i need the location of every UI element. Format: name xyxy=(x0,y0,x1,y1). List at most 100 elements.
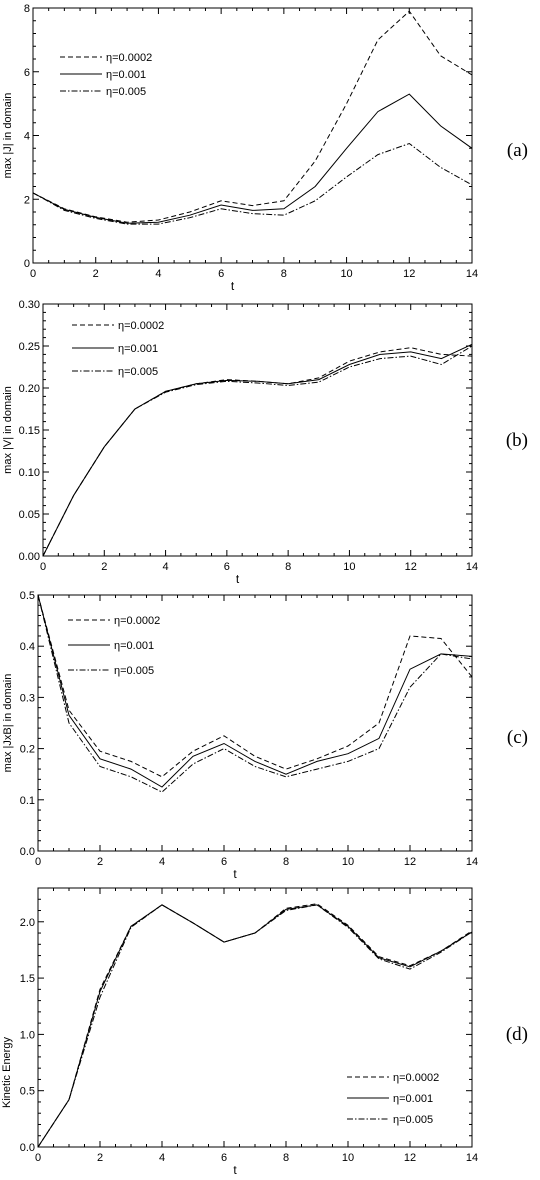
x-tick-label: 12 xyxy=(404,1152,416,1164)
x-tick-label: 12 xyxy=(405,561,417,573)
y-axis-title: Kinetic Energy xyxy=(1,1037,13,1108)
series-line-solid xyxy=(38,595,472,788)
x-axis-title: t xyxy=(231,279,235,293)
plot-frame xyxy=(37,887,473,1148)
chart-panel-3: 0 2 4 6 8 10 12 14 0.0 0.1 0.2 0.3 0.4 0.5 t max |JxB| … xyxy=(2,590,528,881)
y-tick-label: 0.20 xyxy=(19,383,40,395)
x-tick-label: 10 xyxy=(342,1152,354,1164)
x-tick-label: 6 xyxy=(221,1152,227,1164)
y-tick-label: 8 xyxy=(24,3,30,15)
x-tick-label: 6 xyxy=(224,561,230,573)
legend-label: η=0.0002 xyxy=(393,1072,439,1084)
series-line-dashed xyxy=(43,347,472,556)
x-tick-label: 2 xyxy=(97,856,103,868)
y-tick-label: 0.10 xyxy=(19,467,40,479)
x-tick-label: 0 xyxy=(30,268,36,280)
panel-label: (b) xyxy=(506,430,528,451)
legend-label: η=0.005 xyxy=(114,665,154,677)
chart-panel-1: 0 2 4 6 8 10 12 14 0 2 4 6 8 t max |J| in domain η=0.00… xyxy=(2,3,528,293)
x-tick-label: 0 xyxy=(35,856,41,868)
x-tick-label: 4 xyxy=(159,856,165,868)
x-tick-label: 12 xyxy=(403,268,415,280)
x-tick-label: 8 xyxy=(281,268,287,280)
x-axis-title: t xyxy=(233,1163,237,1177)
series-line-dashdot xyxy=(38,904,472,1147)
y-tick-label: 0.4 xyxy=(20,641,35,653)
chart-panel-2: 0 2 4 6 8 10 12 14 0.00 0.05 0.10 0.15 0.20 0.25 0.30 t… xyxy=(2,299,528,586)
x-tick-label: 4 xyxy=(159,1152,165,1164)
y-tick-label: 0.05 xyxy=(19,509,40,521)
legend-label: η=0.005 xyxy=(393,1114,433,1126)
series-line-dashdot xyxy=(33,142,472,225)
y-tick-label: 1.0 xyxy=(20,1029,35,1041)
plot-frame xyxy=(32,7,473,264)
series-line-solid xyxy=(38,904,472,1147)
y-tick-label: 0.5 xyxy=(20,590,35,602)
series-line-dashdot xyxy=(43,345,472,556)
x-tick-label: 10 xyxy=(340,268,352,280)
legend-label: η=0.0002 xyxy=(114,615,160,627)
y-tick-label: 0.30 xyxy=(19,299,40,311)
y-tick-label: 0.1 xyxy=(20,795,35,807)
x-tick-label: 10 xyxy=(343,561,355,573)
y-tick-label: 0.15 xyxy=(19,425,40,437)
x-tick-label: 4 xyxy=(163,561,169,573)
x-tick-label: 8 xyxy=(285,561,291,573)
x-tick-label: 4 xyxy=(155,268,161,280)
chart-panel-4: 0 2 4 6 8 10 12 14 0.0 0.5 1.0 1.5 2.0 t Kinetic Energ… xyxy=(1,887,528,1177)
legend-label: η=0.001 xyxy=(118,343,158,355)
legend-label: η=0.005 xyxy=(118,366,158,378)
x-tick-label: 2 xyxy=(97,1152,103,1164)
series-line-dashed xyxy=(33,10,472,223)
x-tick-label: 6 xyxy=(221,856,227,868)
x-tick-label: 12 xyxy=(404,856,416,868)
panel-label: (d) xyxy=(506,1024,528,1045)
legend-label: η=0.001 xyxy=(393,1093,433,1105)
series-line-dashdot xyxy=(38,595,472,793)
y-tick-label: 2.0 xyxy=(20,917,35,929)
y-tick-label: 0.0 xyxy=(20,846,35,858)
y-tick-label: 2 xyxy=(24,194,30,206)
plot-frame xyxy=(42,303,473,557)
x-tick-label: 2 xyxy=(93,268,99,280)
y-axis-title: max |JxB| in domain xyxy=(2,674,14,773)
series-line-solid xyxy=(33,93,472,224)
x-tick-label: 14 xyxy=(466,561,478,573)
series-line-dashed xyxy=(38,903,472,1147)
y-tick-label: 0.0 xyxy=(20,1142,35,1154)
legend-label: η=0.0002 xyxy=(106,52,152,64)
y-tick-label: 0.25 xyxy=(19,341,40,353)
x-tick-label: 0 xyxy=(35,1152,41,1164)
y-tick-label: 0.5 xyxy=(20,1086,35,1098)
x-tick-label: 14 xyxy=(466,1152,478,1164)
x-tick-label: 14 xyxy=(466,268,478,280)
series-line-dashed xyxy=(38,595,472,778)
y-tick-label: 0.3 xyxy=(20,692,35,704)
y-tick-label: 6 xyxy=(24,67,30,79)
y-tick-label: 0.2 xyxy=(20,744,35,756)
series-line-solid xyxy=(43,343,472,556)
x-tick-label: 2 xyxy=(101,561,107,573)
panel-label: (a) xyxy=(507,140,528,161)
y-tick-label: 4 xyxy=(24,131,30,143)
x-tick-label: 14 xyxy=(466,856,478,868)
x-axis-title: t xyxy=(233,867,237,881)
x-tick-label: 8 xyxy=(283,856,289,868)
y-axis-title: max |V| in domain xyxy=(2,386,14,474)
y-tick-label: 0 xyxy=(24,258,30,270)
legend-label: η=0.005 xyxy=(106,86,146,98)
plot-frame xyxy=(37,594,473,852)
legend-label: η=0.001 xyxy=(114,640,154,652)
legend-label: η=0.0002 xyxy=(118,320,164,332)
x-tick-label: 6 xyxy=(218,268,224,280)
x-axis-title: t xyxy=(236,572,240,586)
y-tick-label: 0.00 xyxy=(19,551,40,563)
y-tick-label: 1.5 xyxy=(20,973,35,985)
x-tick-label: 0 xyxy=(40,561,46,573)
y-axis-title: max |J| in domain xyxy=(2,93,14,179)
legend-label: η=0.001 xyxy=(106,69,146,81)
x-tick-label: 10 xyxy=(342,856,354,868)
x-tick-label: 8 xyxy=(283,1152,289,1164)
panel-label: (c) xyxy=(507,727,528,748)
